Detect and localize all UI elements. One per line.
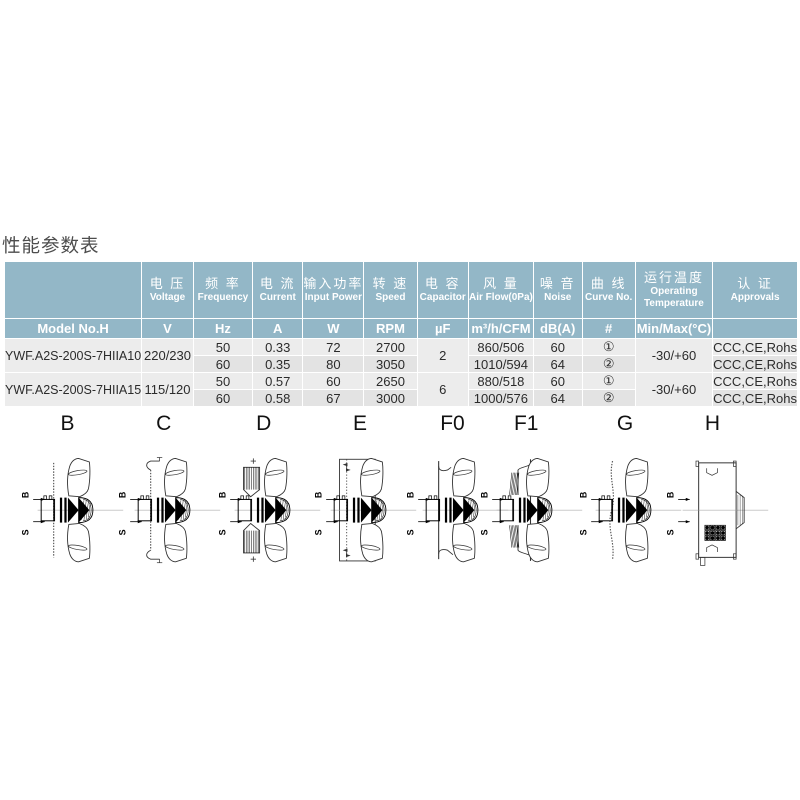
svg-text:S: S — [666, 529, 676, 535]
svg-text:B: B — [21, 491, 31, 498]
svg-text:B: B — [217, 491, 227, 498]
svg-text:B: B — [314, 491, 324, 498]
svg-text:B: B — [666, 491, 676, 498]
svg-text:S: S — [117, 529, 127, 535]
svg-text:B: B — [579, 491, 589, 498]
svg-text:S: S — [314, 529, 324, 535]
svg-text:S: S — [21, 529, 31, 535]
svg-text:S: S — [406, 529, 416, 535]
svg-text:S: S — [480, 529, 490, 535]
svg-text:S: S — [579, 529, 589, 535]
svg-text:B: B — [480, 491, 490, 498]
svg-text:S: S — [217, 529, 227, 535]
svg-text:B: B — [117, 491, 127, 498]
svg-text:B: B — [406, 491, 416, 498]
